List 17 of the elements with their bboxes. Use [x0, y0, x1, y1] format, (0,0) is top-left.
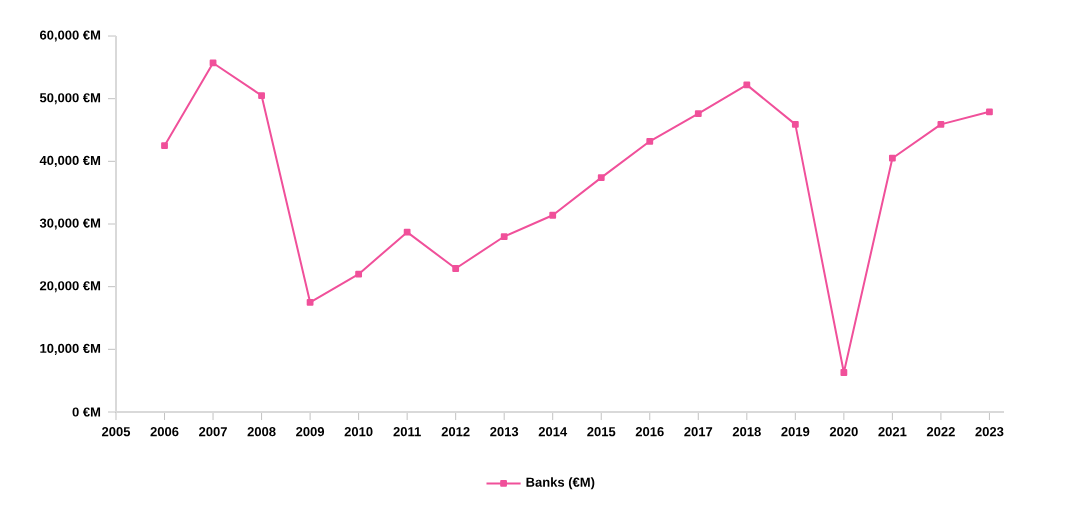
point — [258, 92, 265, 99]
point — [840, 369, 848, 376]
point — [355, 270, 363, 278]
point — [694, 110, 702, 118]
point — [888, 154, 896, 162]
point — [743, 81, 751, 89]
point — [161, 142, 168, 150]
point — [646, 137, 654, 145]
point — [403, 228, 411, 236]
point — [597, 174, 605, 182]
point — [549, 211, 557, 219]
point — [791, 120, 799, 128]
point — [306, 298, 314, 306]
point — [986, 108, 993, 116]
point — [937, 120, 945, 128]
point — [500, 233, 508, 240]
point — [452, 265, 460, 272]
